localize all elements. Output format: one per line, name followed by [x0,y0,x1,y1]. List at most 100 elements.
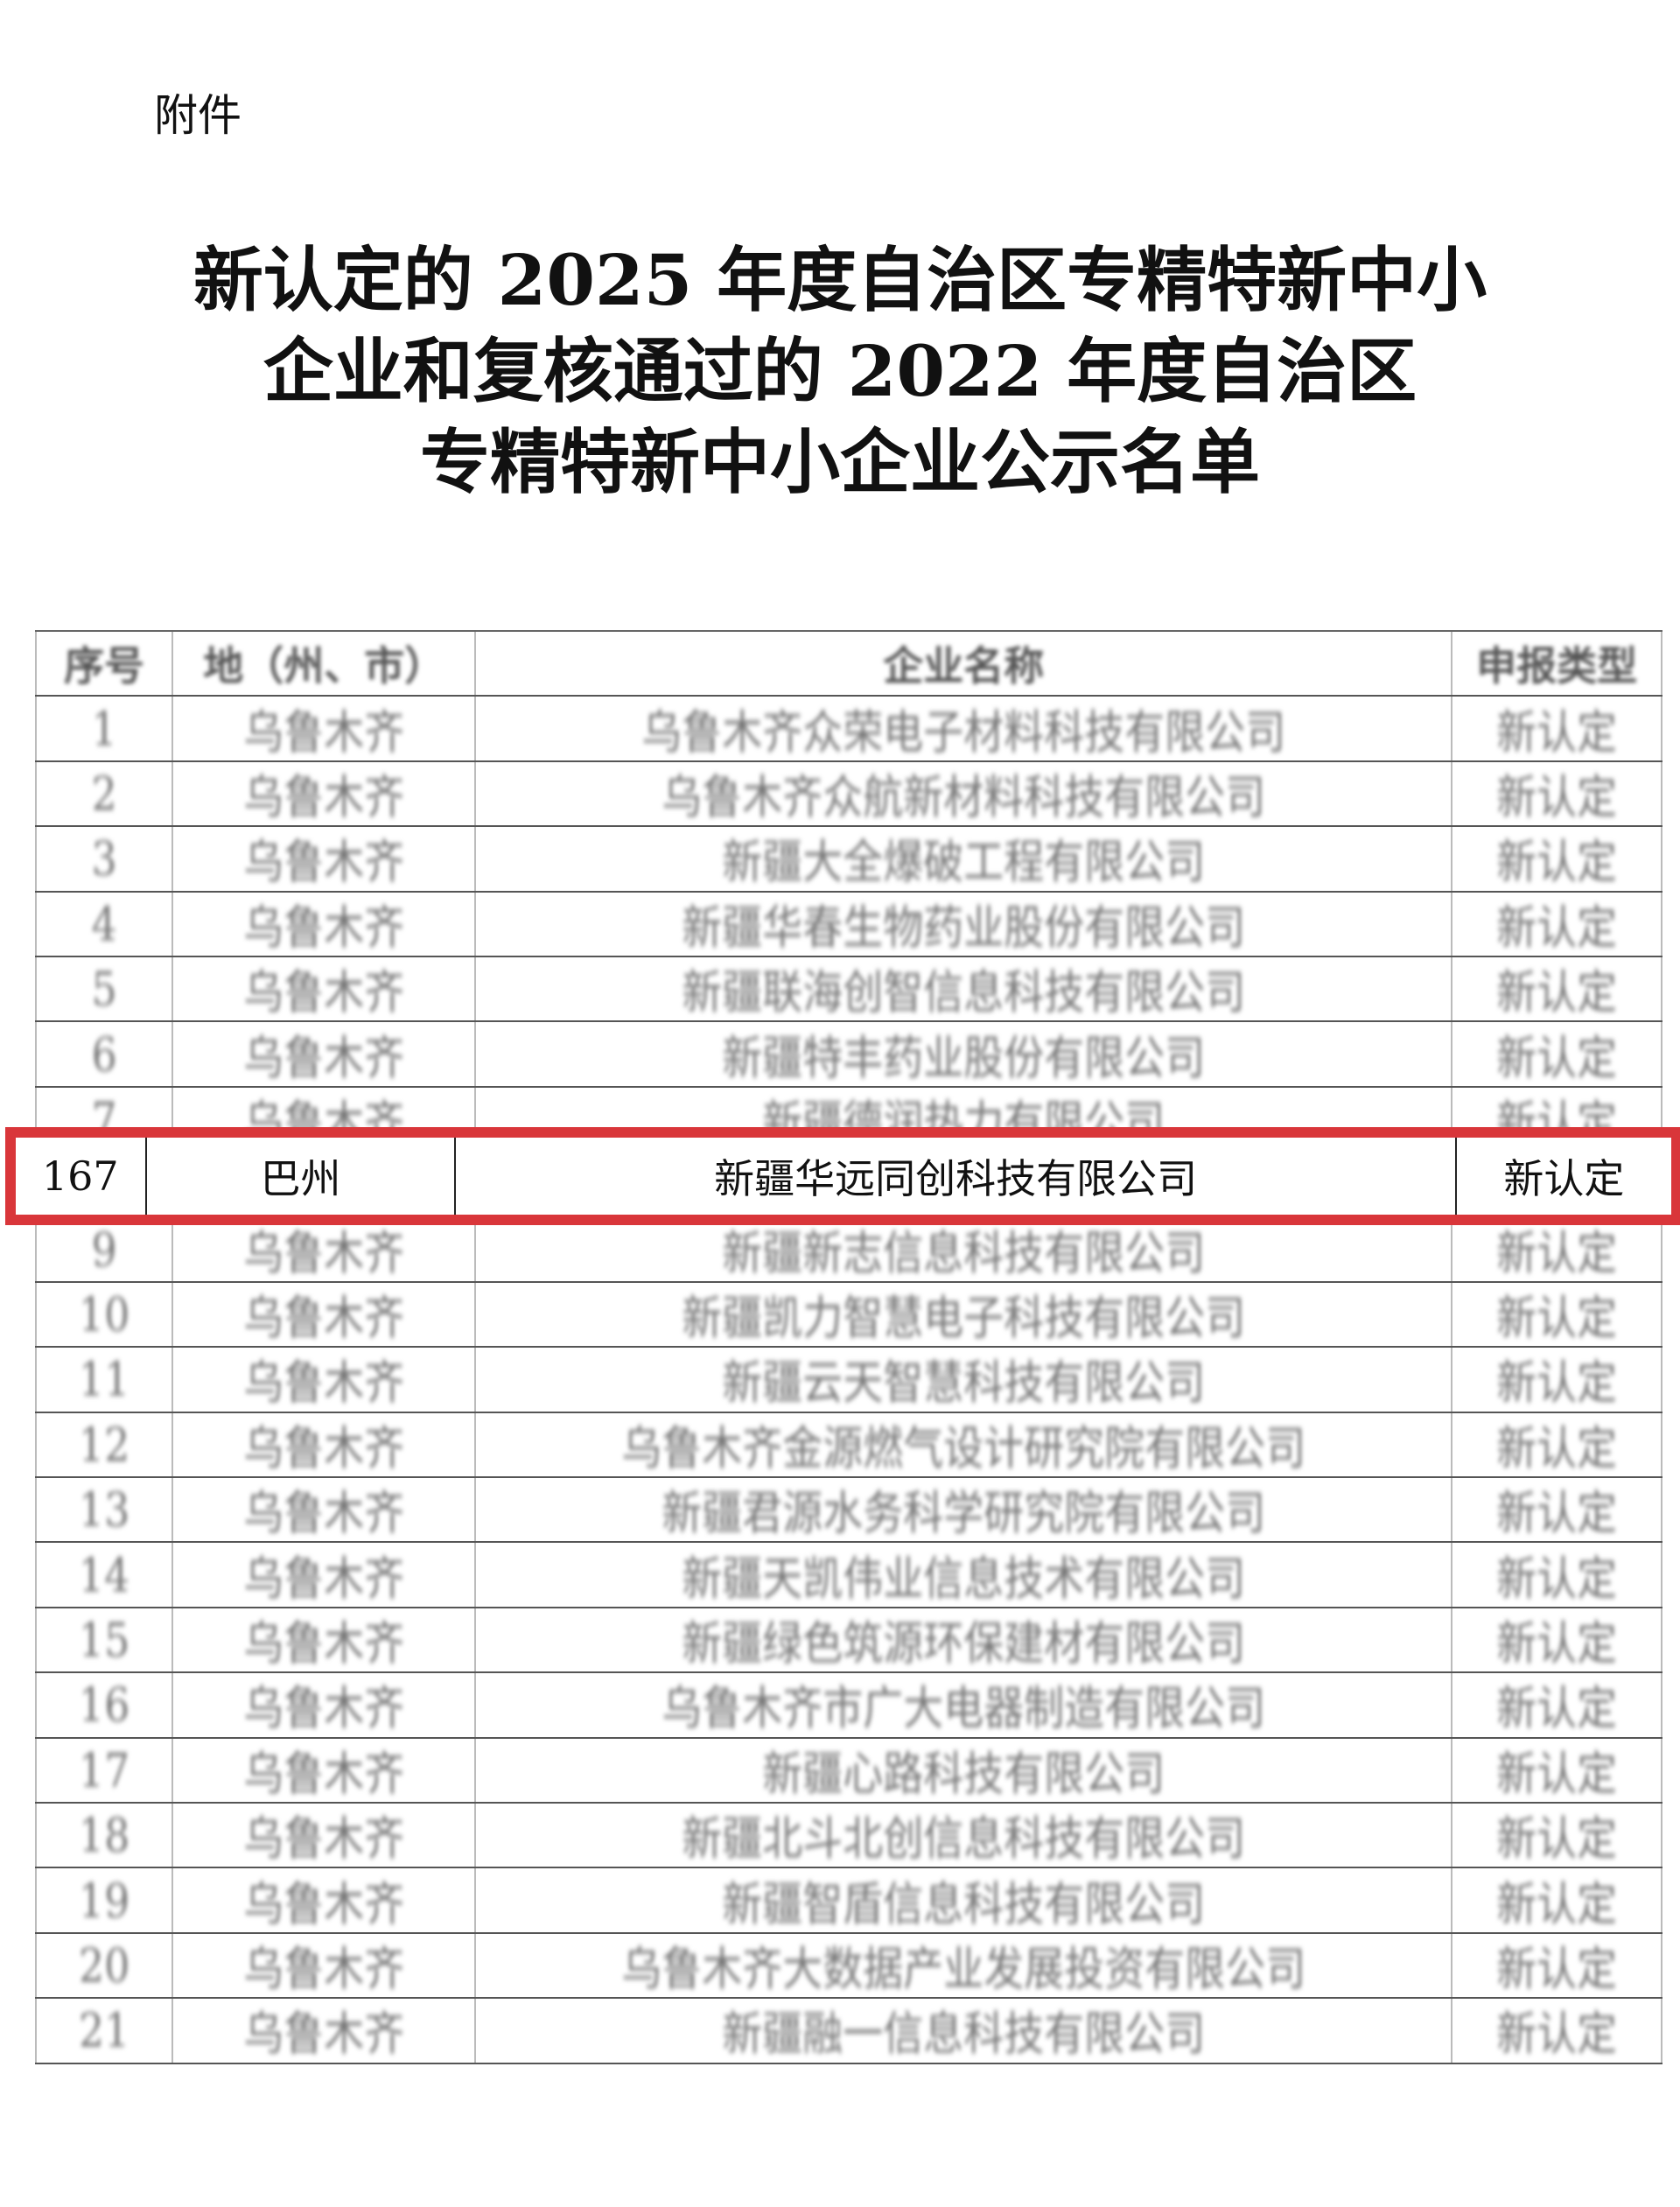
cell-type: 新认定 [1452,1282,1663,1347]
cell-type: 新认定 [1452,1804,1663,1867]
cell-no: 1 [35,697,174,760]
company-list-table: 序号 地（州、市） 企业名称 申报类型 1 乌鲁木齐 乌鲁木齐众荣电子材料科技有限公… [35,630,1663,2064]
table-row: 21 乌鲁木齐 新疆融一信息科技有限公司 新认定 [35,1999,1663,2064]
table-row: 15 乌鲁木齐 新疆绿色筑源环保建材有限公司 新认定 [35,1608,1663,1674]
cell-company: 新疆心路科技有限公司 [476,1738,1453,1803]
cell-company: 新疆北斗北创信息科技有限公司 [476,1804,1453,1867]
table-row: 17 乌鲁木齐 新疆心路科技有限公司 新认定 [35,1738,1663,1804]
cell-region: 乌鲁木齐 [173,761,477,826]
table-row: 10 乌鲁木齐 新疆凯力智慧电子科技有限公司 新认定 [35,1282,1663,1349]
cell-no: 21 [35,1999,174,2063]
cell-type: 新认定 [1452,1673,1663,1737]
cell-region: 乌鲁木齐 [173,1022,477,1086]
cell-no: 4 [35,892,174,956]
table-row: 1 乌鲁木齐 乌鲁木齐众荣电子材料科技有限公司 新认定 [35,697,1663,762]
document-title: 新认定的 2025 年度自治区专精特新中小 企业和复核通过的 2022 年度自治… [0,235,1680,508]
cell-type: 新认定 [1452,697,1663,760]
cell-type: 新认定 [1452,1217,1663,1281]
cell-region: 乌鲁木齐 [173,956,477,1021]
cell-region: 乌鲁木齐 [173,1282,477,1347]
cell-region: 乌鲁木齐 [173,827,477,891]
cell-region: 乌鲁木齐 [173,1804,477,1867]
header-region: 地（州、市） [173,632,477,696]
cell-region: 乌鲁木齐 [173,1868,477,1932]
cell-no: 20 [35,1933,174,1998]
cell-no: 3 [35,827,174,891]
cell-type: 新认定 [1452,1412,1663,1477]
highlighted-company: 新疆华远同创科技有限公司 [456,1138,1457,1215]
table-header-row: 序号 地（州、市） 企业名称 申报类型 [35,630,1663,697]
cell-company: 乌鲁木齐金源燃气设计研究院有限公司 [476,1412,1453,1477]
cell-type: 新认定 [1452,761,1663,826]
cell-region: 乌鲁木齐 [173,1412,477,1477]
cell-region: 乌鲁木齐 [173,1999,477,2063]
cell-company: 新疆智盾信息科技有限公司 [476,1868,1453,1932]
table-row: 11 乌鲁木齐 新疆云天智慧科技有限公司 新认定 [35,1348,1663,1413]
attachment-label: 附件 [154,90,242,141]
table-row: 20 乌鲁木齐 乌鲁木齐大数据产业发展投资有限公司 新认定 [35,1933,1663,2000]
cell-no: 12 [35,1412,174,1477]
table-row: 13 乌鲁木齐 新疆君源水务科学研究院有限公司 新认定 [35,1478,1663,1544]
cell-region: 乌鲁木齐 [173,1933,477,1998]
cell-type: 新认定 [1452,956,1663,1021]
cell-no: 2 [35,761,174,826]
cell-no: 18 [35,1804,174,1867]
cell-company: 新疆特丰药业股份有限公司 [476,1022,1453,1086]
cell-company: 新疆云天智慧科技有限公司 [476,1348,1453,1412]
cell-region: 乌鲁木齐 [173,697,477,760]
cell-no: 11 [35,1348,174,1412]
cell-company: 乌鲁木齐大数据产业发展投资有限公司 [476,1933,1453,1998]
cell-no: 19 [35,1868,174,1932]
cell-no: 6 [35,1022,174,1086]
title-line: 专精特新中小企业公示名单 [420,421,1260,503]
cell-no: 16 [35,1673,174,1737]
title-line: 企业和复核通过的 2022 年度自治区 [262,330,1418,412]
header-type: 申报类型 [1452,632,1663,696]
cell-type: 新认定 [1452,1022,1663,1086]
cell-no: 15 [35,1608,174,1672]
cell-no: 17 [35,1738,174,1803]
header-no: 序号 [35,632,174,696]
highlighted-row: 167 巴州 新疆华远同创科技有限公司 新认定 [5,1127,1680,1225]
cell-region: 乌鲁木齐 [173,1217,477,1281]
table-row: 16 乌鲁木齐 乌鲁木齐市广大电器制造有限公司 新认定 [35,1673,1663,1739]
cell-company: 新疆华春生物药业股份有限公司 [476,892,1453,956]
table-row: 4 乌鲁木齐 新疆华春生物药业股份有限公司 新认定 [35,892,1663,957]
cell-no: 13 [35,1478,174,1542]
cell-type: 新认定 [1452,1933,1663,1998]
cell-no: 5 [35,956,174,1021]
cell-region: 乌鲁木齐 [173,1348,477,1412]
highlighted-type: 新认定 [1503,1155,1625,1202]
header-company: 企业名称 [476,632,1453,696]
table-row: 12 乌鲁木齐 乌鲁木齐金源燃气设计研究院有限公司 新认定 [35,1412,1663,1479]
cell-no: 9 [35,1217,174,1281]
cell-company: 新疆融一信息科技有限公司 [476,1999,1453,2063]
cell-company: 乌鲁木齐众航新材料科技有限公司 [476,761,1453,826]
cell-region: 乌鲁木齐 [173,1543,477,1607]
table-row: 5 乌鲁木齐 新疆联海创智信息科技有限公司 新认定 [35,956,1663,1023]
cell-company: 乌鲁木齐众荣电子材料科技有限公司 [476,697,1453,760]
table-row: 9 乌鲁木齐 新疆新志信息科技有限公司 新认定 [35,1217,1663,1283]
cell-company: 新疆绿色筑源环保建材有限公司 [476,1608,1453,1672]
highlighted-region: 巴州 [147,1138,457,1215]
cell-company: 新疆新志信息科技有限公司 [476,1217,1453,1281]
cell-type: 新认定 [1452,1478,1663,1542]
table-row: 3 乌鲁木齐 新疆大全爆破工程有限公司 新认定 [35,827,1663,893]
cell-region: 乌鲁木齐 [173,1478,477,1542]
cell-region: 乌鲁木齐 [173,1608,477,1672]
table-row: 2 乌鲁木齐 乌鲁木齐众航新材料科技有限公司 新认定 [35,761,1663,828]
cell-company: 新疆联海创智信息科技有限公司 [476,956,1453,1021]
table-row: 6 乌鲁木齐 新疆特丰药业股份有限公司 新认定 [35,1022,1663,1088]
cell-company: 新疆天凯伟业信息技术有限公司 [476,1543,1453,1607]
cell-type: 新认定 [1452,892,1663,956]
cell-type: 新认定 [1452,1999,1663,2063]
table-row: 19 乌鲁木齐 新疆智盾信息科技有限公司 新认定 [35,1868,1663,1934]
cell-type: 新认定 [1452,1608,1663,1672]
cell-type: 新认定 [1452,1738,1663,1803]
cell-type: 新认定 [1452,827,1663,891]
cell-region: 乌鲁木齐 [173,1738,477,1803]
cell-no: 10 [35,1282,174,1347]
title-line: 新认定的 2025 年度自治区专精特新中小 [192,239,1488,321]
highlighted-no: 167 [16,1138,147,1215]
cell-type: 新认定 [1452,1348,1663,1412]
